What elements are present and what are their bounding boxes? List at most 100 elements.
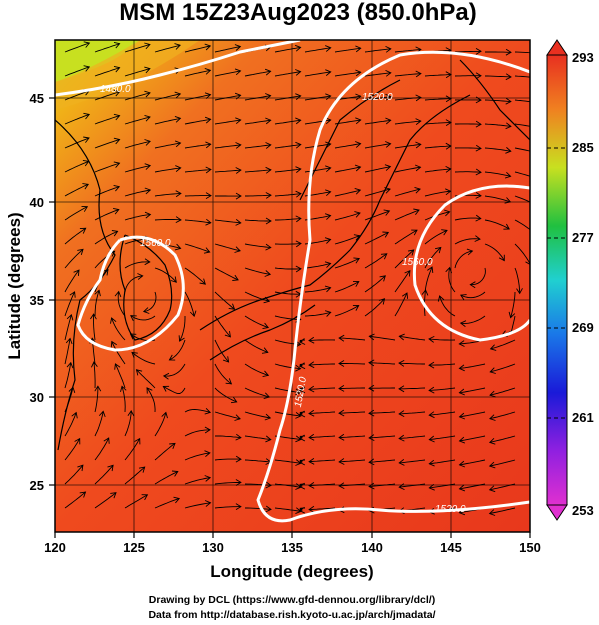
streamline-arrow (445, 71, 452, 79)
streamline-arrow (401, 292, 409, 299)
streamline-arrow (90, 313, 97, 320)
streamline (338, 387, 365, 390)
streamline-arrow (204, 500, 212, 507)
streamline (364, 119, 391, 125)
streamline (184, 291, 195, 317)
streamline (214, 481, 241, 485)
streamline-arrow (489, 390, 496, 398)
streamline-arrow (428, 435, 435, 443)
streamline (470, 267, 486, 286)
streamline (274, 144, 301, 149)
streamline-arrow (398, 459, 405, 466)
streamline-arrow (324, 285, 332, 293)
streamline-arrow (199, 278, 206, 285)
streamline-arrow (355, 93, 362, 101)
streamline (308, 411, 336, 415)
streamline-arrow (144, 42, 151, 50)
streamline (94, 290, 100, 317)
streamline-arrow (82, 159, 90, 167)
streamline (334, 258, 360, 269)
contour-1560-east-line (412, 184, 530, 342)
streamline (94, 115, 120, 125)
streamline-arrow (94, 385, 102, 392)
streamline (339, 363, 366, 365)
streamline-arrow (324, 213, 332, 220)
streamline (460, 315, 486, 324)
streamline-arrow (102, 269, 109, 276)
streamline-arrow (504, 171, 512, 179)
streamline-arrow (168, 354, 176, 361)
streamline (489, 483, 516, 491)
streamline-arrow (415, 70, 422, 78)
streamline (179, 316, 186, 342)
streamline-arrow (295, 240, 302, 248)
streamline (124, 261, 150, 269)
streamline (184, 452, 210, 461)
plot-area: 1480.0 1520.0 1560.0 1560.0 1520.0 1520.… (55, 40, 541, 532)
contour-1480-line (55, 40, 301, 97)
streamline-arrow (505, 97, 512, 105)
streamline-arrow (298, 434, 306, 442)
streamline (394, 73, 421, 77)
streamline-arrow (460, 294, 467, 301)
streamline-arrow (443, 209, 451, 217)
streamline (334, 47, 361, 53)
streamline (364, 143, 391, 149)
streamline-arrow (411, 229, 418, 236)
streamline (424, 190, 451, 197)
streamline (154, 219, 182, 221)
streamline (94, 67, 120, 77)
streamline (244, 363, 269, 376)
streamline (489, 459, 516, 467)
streamline-arrow (379, 275, 386, 282)
streamline-arrow (294, 44, 302, 52)
streamline-arrow (111, 230, 119, 237)
streamline (64, 269, 80, 293)
streamline-arrow (308, 385, 315, 393)
streamline (214, 339, 229, 363)
streamline (154, 44, 181, 53)
x-tick-labels: 120 125 130 135 140 145 150 (44, 540, 541, 555)
streamline (136, 369, 156, 389)
streamline-arrow (83, 41, 91, 48)
y-tick-label: 30 (30, 390, 44, 405)
streamline-arrow (170, 276, 177, 283)
streamline-arrow (264, 270, 272, 277)
streamline (154, 142, 181, 149)
streamline-arrow (445, 165, 452, 173)
streamline (514, 99, 530, 103)
streamline (514, 267, 521, 294)
streamline (448, 267, 456, 293)
streamline-arrow (205, 218, 212, 226)
streamline-arrow (137, 273, 144, 280)
streamline (93, 361, 96, 389)
colorbar-tick-label: 285 (572, 140, 594, 155)
streamline (514, 243, 530, 265)
streamline-arrow (508, 311, 516, 319)
streamline-arrow (66, 361, 74, 369)
streamline (275, 217, 301, 221)
streamline-arrow (505, 122, 512, 130)
streamline (64, 491, 86, 509)
streamline-arrow (445, 142, 452, 150)
streamline (364, 275, 386, 293)
streamline-arrow (299, 338, 306, 345)
streamline (334, 281, 360, 293)
streamline (215, 435, 241, 439)
credit-drawing: Drawing by DCL (https://www.gfd-dennou.o… (149, 594, 435, 606)
streamline (130, 315, 156, 321)
streamline (398, 362, 425, 365)
streamline (369, 435, 396, 439)
streamline-arrow (295, 141, 302, 149)
streamline-arrow (384, 164, 392, 171)
streamline-arrow (77, 464, 84, 472)
streamline-arrow (189, 310, 197, 318)
streamline-arrow (475, 168, 482, 176)
streamline (124, 92, 151, 101)
streamline-arrow (427, 266, 434, 273)
streamline-arrow (338, 458, 345, 465)
streamlines (64, 41, 541, 516)
streamline (244, 243, 271, 248)
streamline (64, 160, 89, 173)
streamline-arrow (536, 75, 541, 81)
